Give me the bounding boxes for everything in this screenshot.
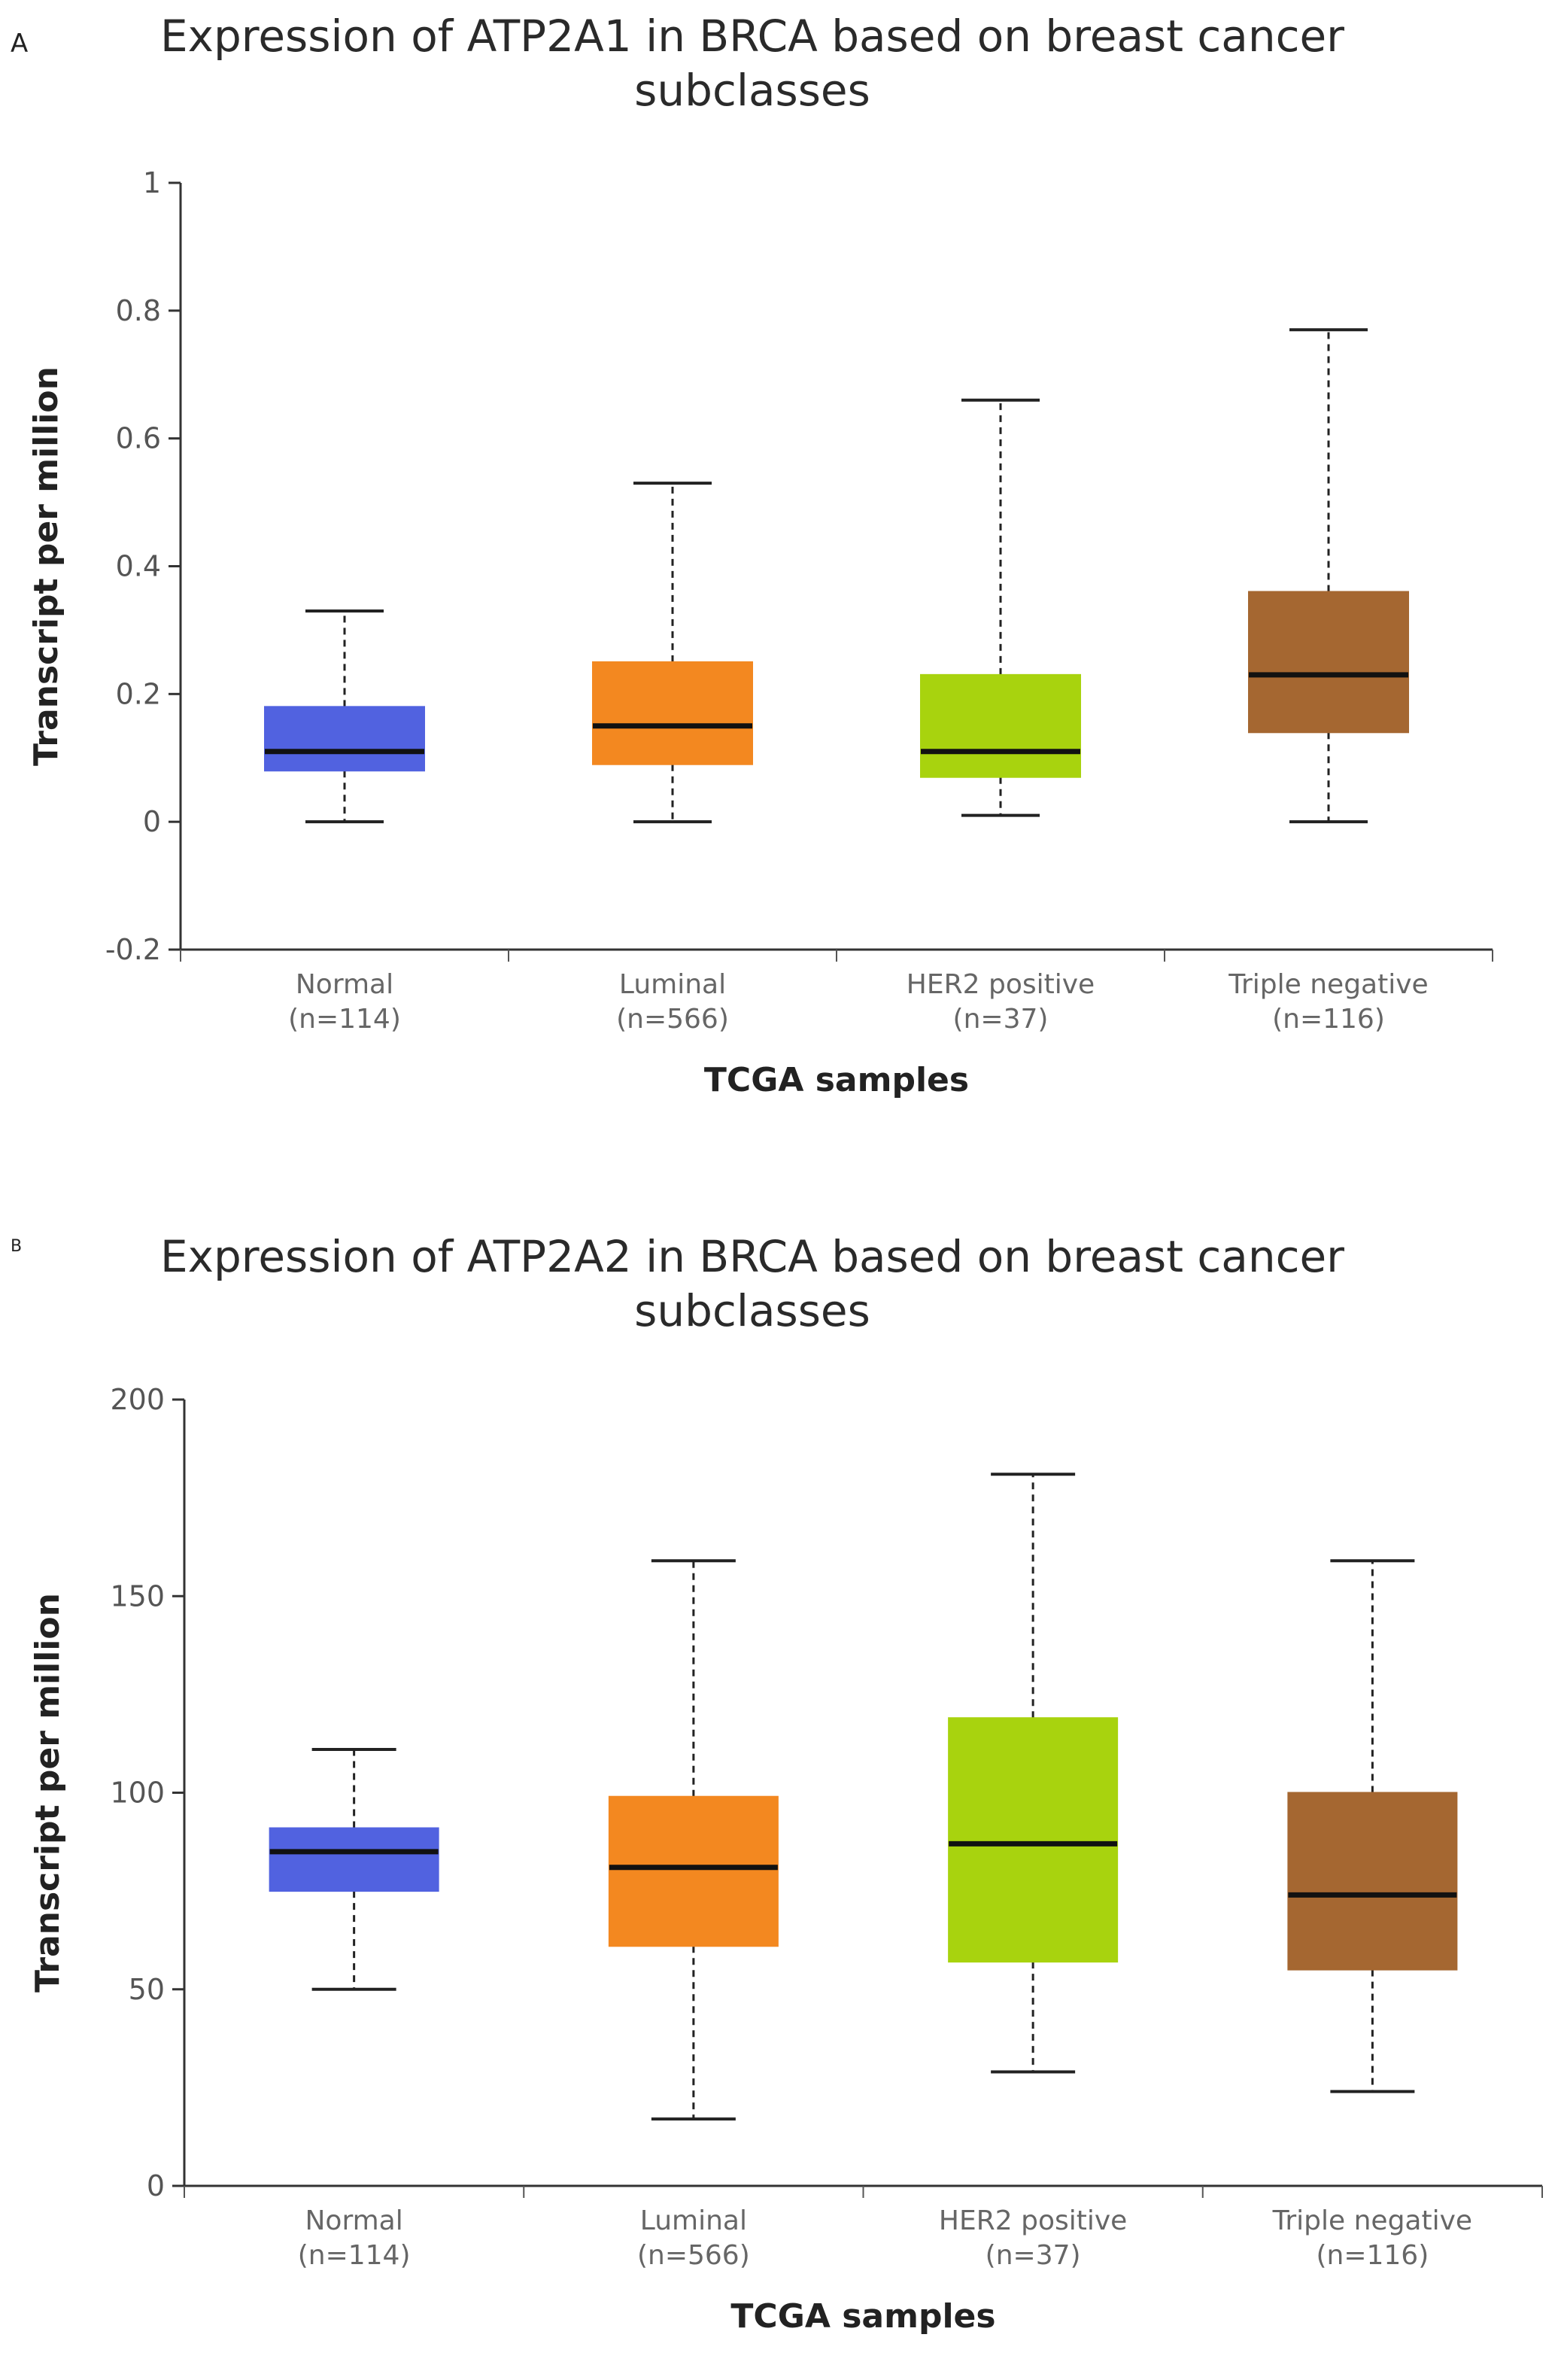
box-iqr xyxy=(1287,1792,1458,1971)
x-tick-sample-count: (n=116) xyxy=(1272,1004,1385,1035)
panel-label-b: B xyxy=(11,1237,23,1256)
box-iqr xyxy=(948,1717,1119,1963)
y-axis-title: Transcript per million xyxy=(29,1593,67,1992)
box-iqr xyxy=(920,673,1081,778)
y-tick-label: 50 xyxy=(129,1973,165,2006)
y-tick-label: 0 xyxy=(147,2169,165,2202)
box-iqr xyxy=(264,706,425,772)
y-tick-label: -0.2 xyxy=(105,933,161,966)
x-tick-label: Luminal xyxy=(619,969,726,1000)
box-iqr xyxy=(592,661,753,765)
x-tick-sample-count: (n=114) xyxy=(298,2240,411,2271)
x-tick-label: Normal xyxy=(296,969,393,1000)
x-tick-sample-count: (n=37) xyxy=(953,1004,1049,1035)
x-tick-label: Normal xyxy=(305,2205,402,2236)
x-tick-label: HER2 positive xyxy=(907,969,1095,1000)
y-tick-label: 150 xyxy=(110,1579,165,1613)
x-tick-label: Triple negative xyxy=(1228,969,1428,1000)
box-iqr xyxy=(1248,591,1409,734)
chart-title-a: Expression of ATP2A1 in BRCA based on br… xyxy=(159,11,1345,116)
x-tick-sample-count: (n=566) xyxy=(616,1004,729,1035)
y-tick-label: 0.8 xyxy=(116,294,161,327)
x-tick-label: Triple negative xyxy=(1272,2205,1472,2236)
box-iqr xyxy=(269,1827,439,1892)
x-tick-sample-count: (n=116) xyxy=(1316,2240,1429,2271)
x-tick-label: Luminal xyxy=(640,2205,747,2236)
y-axis-title: Transcript per million xyxy=(27,366,65,766)
y-tick-label: 1 xyxy=(143,166,161,199)
y-tick-label: 0 xyxy=(143,805,161,838)
x-axis-title: TCGA samples xyxy=(730,2297,995,2336)
y-tick-label: 0.2 xyxy=(116,677,161,710)
chart-title-b: Expression of ATP2A2 in BRCA based on br… xyxy=(159,1231,1345,1336)
x-tick-label: HER2 positive xyxy=(939,2205,1127,2236)
box-plot-a: -0.2 0 0.2 0.4 0.6 0.8 1 Normal (n=114) Luminal (n… xyxy=(27,166,1493,1099)
y-tick-label: 100 xyxy=(110,1777,165,1810)
box-plot-b: 0 50 100 150 200 Normal (n=114) Luminal (n=566) H… xyxy=(29,1383,1543,2336)
x-tick-sample-count: (n=37) xyxy=(986,2240,1081,2271)
y-tick-label: 200 xyxy=(110,1383,165,1416)
box-iqr xyxy=(608,1795,779,1947)
x-tick-sample-count: (n=566) xyxy=(637,2240,750,2271)
y-tick-label: 0.6 xyxy=(116,422,161,455)
chart-panel-b: B Expression of ATP2A2 in BRCA based on … xyxy=(0,1204,1558,2380)
x-axis-title: TCGA samples xyxy=(704,1061,969,1099)
x-tick-sample-count: (n=114) xyxy=(288,1004,401,1035)
chart-panel-a: A Expression of ATP2A1 in BRCA based on … xyxy=(0,0,1558,1174)
panel-label-a: A xyxy=(11,29,29,59)
y-tick-label: 0.4 xyxy=(116,550,161,583)
